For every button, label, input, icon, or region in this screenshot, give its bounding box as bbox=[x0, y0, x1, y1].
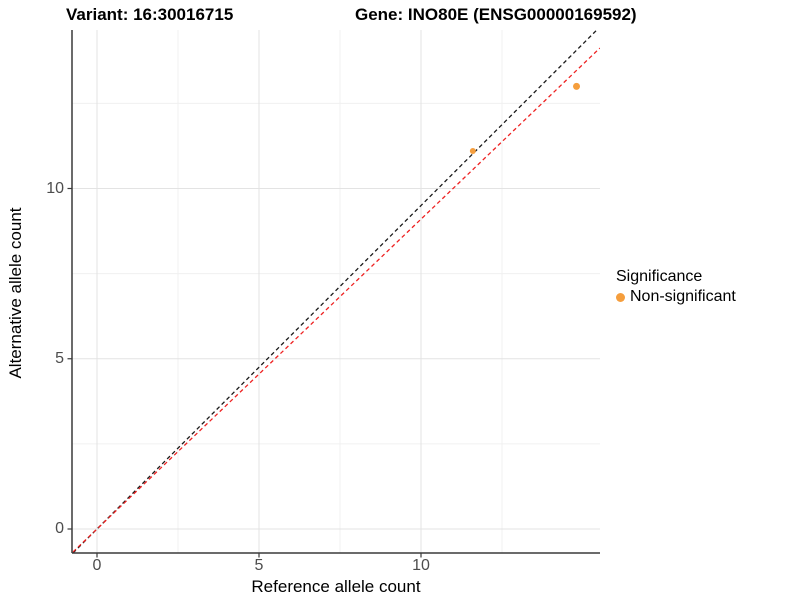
plot-title-gene: Gene: INO80E (ENSG00000169592) bbox=[355, 5, 637, 24]
y-axis-title: Alternative allele count bbox=[6, 207, 25, 379]
y-tick-label: 10 bbox=[46, 179, 64, 197]
data-point bbox=[469, 148, 476, 155]
x-tick-label: 0 bbox=[92, 557, 102, 574]
fitted-line bbox=[72, 47, 600, 553]
y-tick-label: 0 bbox=[55, 520, 64, 537]
x-axis-title: Reference allele count bbox=[251, 577, 421, 596]
legend-item-label: Non-significant bbox=[630, 288, 736, 305]
legend-item-non-significant: Non-significant bbox=[616, 288, 736, 306]
legend-title: Significance bbox=[616, 268, 703, 285]
x-tick-label: 5 bbox=[254, 557, 264, 574]
legend: Significance Non-significant bbox=[616, 268, 736, 306]
y-tick-label: 5 bbox=[55, 349, 64, 367]
identity-line bbox=[72, 30, 598, 553]
x-tick-label: 10 bbox=[412, 557, 430, 574]
data-point bbox=[573, 82, 581, 90]
legend-point-icon bbox=[616, 292, 625, 302]
plot-title-variant: Variant: 16:30016715 bbox=[66, 5, 234, 24]
